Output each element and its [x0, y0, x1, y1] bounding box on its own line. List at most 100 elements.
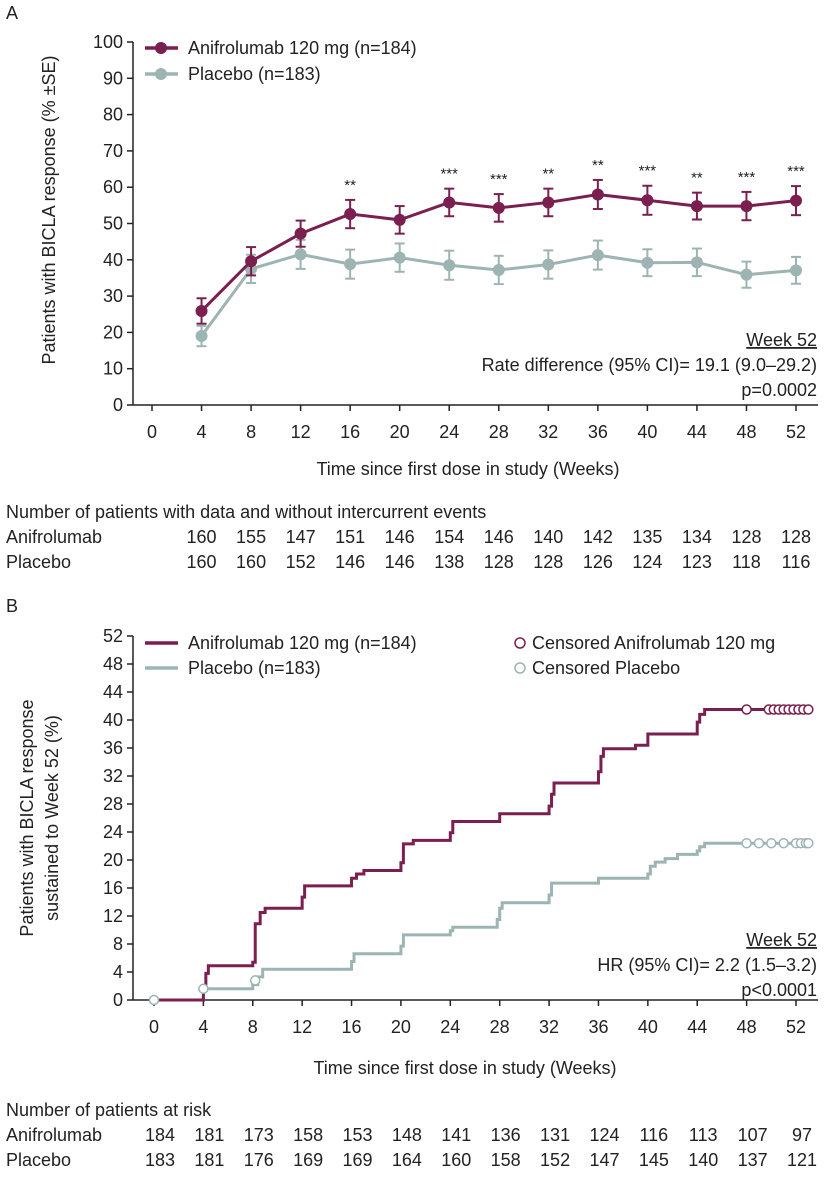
table-b-cell: 169 [293, 1150, 323, 1170]
panel-a-x-tick-label: 8 [246, 422, 256, 442]
panel-a-y-tick-label: 80 [103, 105, 123, 125]
table-b-cell: 116 [639, 1125, 668, 1145]
table-a-cell: 123 [682, 552, 712, 572]
table-a-cell: 118 [732, 552, 761, 572]
panel-a-point-placebo [443, 259, 456, 272]
panel-b-x-tick-label: 40 [638, 1017, 658, 1037]
table-b-cell: 184 [145, 1125, 175, 1145]
table-b-cell: 164 [392, 1150, 422, 1170]
panel-b-y-tick-label: 16 [103, 878, 123, 898]
panel-b-censor-mark-placebo [753, 837, 765, 849]
panel-a-y-tick-label: 20 [103, 322, 123, 342]
panel-b-x-tick-label: 48 [737, 1017, 757, 1037]
table-b-cell: 121 [787, 1150, 817, 1170]
table-b-row-placebo-label: Placebo [6, 1150, 71, 1170]
panel-a-x-tick-label: 48 [736, 422, 756, 442]
table-b-cell: 183 [145, 1150, 175, 1170]
panel-a-x-tick-label: 24 [439, 422, 459, 442]
panel-b-x-tick-label: 28 [490, 1017, 510, 1037]
panel-a-point-placebo [393, 251, 406, 264]
legend-b-censored-placebo-icon [514, 662, 526, 674]
table-b-cell: 148 [392, 1125, 422, 1145]
table-b-cell: 141 [441, 1125, 471, 1145]
table-b-cell: 140 [688, 1150, 718, 1170]
panel-b-ylabel-line2: sustained to Week 52 (%) [42, 715, 62, 921]
legend-b-censored-anifrolumab-label: Censored Anifrolumab 120 mg [532, 633, 775, 653]
table-b-cell: 158 [491, 1150, 521, 1170]
table-a-cell: 146 [484, 527, 514, 547]
panel-a-point-anifrolumab [591, 188, 604, 201]
panel-a-significance-label: ** [691, 170, 703, 187]
panel-a-point-placebo [195, 330, 208, 343]
panel-a-point-anifrolumab [443, 196, 456, 209]
table-b-cell: 145 [639, 1150, 669, 1170]
table-b-cell: 152 [540, 1150, 570, 1170]
panel-a-annotation-p: p=0.0002 [741, 380, 817, 400]
panel-b-x-tick-label: 8 [248, 1017, 258, 1037]
panel-b-y-tick-label: 8 [113, 934, 123, 954]
table-a-cell: 128 [781, 527, 811, 547]
legend-b-censored-placebo-label: Censored Placebo [532, 658, 680, 678]
panel-b-x-tick-label: 24 [440, 1017, 460, 1037]
panel-a-x-tick-label: 12 [291, 422, 311, 442]
panel-a-significance-label: *** [440, 166, 458, 183]
panel-b-km-curve-anifrolumab [154, 708, 809, 1002]
panel-a-annotation-title: Week 52 [746, 330, 817, 350]
panel-a-point-placebo [492, 263, 505, 276]
panel-a-y-tick-label: 60 [103, 177, 123, 197]
table-b-cell: 137 [738, 1150, 768, 1170]
panel-a-significance-label: *** [738, 169, 756, 186]
legend-a-placebo-marker [155, 68, 167, 80]
table-b-cell: 113 [689, 1125, 718, 1145]
panel-b-y-tick-label: 52 [103, 626, 123, 646]
panel-a-y-tick-label: 30 [103, 286, 123, 306]
table-b-cell: 158 [293, 1125, 323, 1145]
table-a-cell: 134 [682, 527, 712, 547]
table-a-cell: 140 [533, 527, 563, 547]
panel-b-y-tick-label: 40 [103, 710, 123, 730]
panel-b-start-marker [148, 994, 160, 1006]
table-b-cell: 107 [738, 1125, 768, 1145]
panel-b-x-tick-label: 20 [391, 1017, 411, 1037]
panel-a-y-tick-label: 100 [93, 32, 123, 52]
table-b-cell: 181 [194, 1125, 224, 1145]
table-b-cell: 169 [343, 1150, 373, 1170]
table-b-title: Number of patients at risk [6, 1100, 212, 1120]
panel-a-x-tick-label: 0 [147, 422, 157, 442]
panel-b-censor-mark-placebo [249, 975, 261, 986]
table-a-title: Number of patients with data and without… [6, 502, 486, 522]
panel-b-censor-mark-placebo [198, 983, 209, 995]
table-a-cell: 124 [632, 552, 662, 572]
table-a-cell: 128 [731, 527, 761, 547]
panel-b-x-tick-label: 16 [342, 1017, 362, 1037]
table-a-cell: 135 [632, 527, 662, 547]
table-a-cell: 160 [187, 527, 217, 547]
panel-a-significance-label: ** [592, 157, 604, 174]
panel-b-annotation-hr: HR (95% CI)= 2.2 (1.5–3.2) [597, 955, 817, 975]
panel-b-x-tick-label: 32 [539, 1017, 559, 1037]
panel-a-point-anifrolumab [740, 200, 753, 213]
panel-a-y-tick-label: 0 [113, 395, 123, 415]
table-a-cell: 160 [187, 552, 217, 572]
panel-a-point-placebo [344, 258, 357, 271]
panel-a-point-anifrolumab [294, 227, 307, 240]
panel-b-x-tick-label: 0 [149, 1017, 159, 1037]
panel-a-significance-label: ** [542, 166, 554, 183]
panel-b-censor-mark-anifrolumab [803, 704, 814, 715]
panel-a-y-tick-label: 40 [103, 250, 123, 270]
panel-a-point-anifrolumab [245, 255, 258, 268]
panel-b-y-tick-label: 28 [103, 794, 123, 814]
panel-b-y-tick-label: 36 [103, 738, 123, 758]
panel-a-point-placebo [690, 256, 703, 269]
table-a-cell: 154 [434, 527, 464, 547]
panel-b-x-tick-label: 44 [687, 1017, 707, 1037]
legend-a-anifrolumab-label: Anifrolumab 120 mg (n=184) [188, 38, 417, 58]
table-b-cell: 173 [244, 1125, 274, 1145]
panel-a-point-anifrolumab [393, 213, 406, 226]
panel-a-y-tick-label: 50 [103, 214, 123, 234]
table-a-cell: 160 [236, 552, 266, 572]
panel-b-censor-mark-placebo [778, 837, 789, 849]
panel-a-point-anifrolumab [790, 194, 802, 207]
